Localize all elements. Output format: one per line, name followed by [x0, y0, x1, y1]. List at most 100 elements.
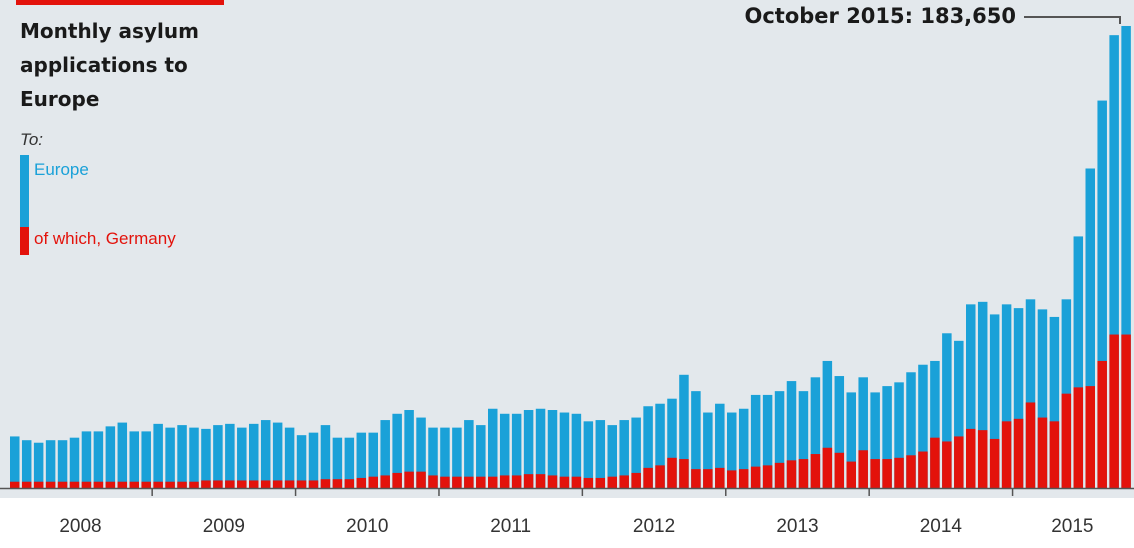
bar-germany-2014-04 — [906, 455, 916, 488]
bar-europe-2010-07 — [368, 432, 378, 488]
bars-group — [10, 25, 1131, 489]
x-label-2008: 2008 — [59, 516, 101, 537]
bar-germany-2014-08 — [954, 436, 964, 488]
x-label-2015: 2015 — [1051, 516, 1093, 537]
bar-europe-2009-06 — [213, 425, 223, 488]
bar-germany-2009-03 — [177, 481, 187, 488]
bar-europe-2015-06 — [1073, 236, 1084, 488]
bar-europe-2011-06 — [499, 413, 510, 488]
x-axis-ticks — [151, 488, 1014, 496]
legend-swatch-europe — [20, 155, 29, 227]
bar-europe-2010-01 — [296, 435, 307, 488]
bar-europe-2008-03 — [33, 442, 44, 488]
bar-germany-2015-02 — [1025, 402, 1036, 488]
bar-germany-2011-09 — [535, 474, 546, 488]
bar-germany-2012-03 — [607, 476, 617, 488]
bar-germany-2010-02 — [308, 480, 319, 488]
bar-europe-2015-09 — [1109, 35, 1119, 488]
bar-europe-2014-03 — [894, 382, 904, 488]
bar-germany-2014-09 — [966, 428, 976, 488]
bar-germany-2013-11 — [846, 461, 856, 488]
bar-europe-2011-07 — [511, 413, 522, 488]
bar-germany-2011-10 — [547, 475, 558, 488]
bar-germany-2008-01 — [10, 481, 20, 488]
bar-germany-2009-10 — [260, 480, 271, 488]
bar-europe-2015-02 — [1025, 299, 1036, 488]
bar-europe-2011-05 — [488, 408, 498, 488]
bar-europe-2009-07 — [225, 423, 235, 488]
bar-europe-2009-11 — [272, 422, 283, 488]
bar-europe-2010-12 — [428, 427, 438, 488]
bar-europe-2012-08 — [667, 398, 677, 488]
title-line-3: Europe — [20, 87, 100, 111]
bar-europe-2009-09 — [249, 423, 259, 488]
bar-europe-2011-11 — [559, 412, 570, 488]
bar-europe-2013-11 — [846, 392, 856, 488]
bar-germany-2010-09 — [392, 472, 402, 488]
bar-germany-2012-04 — [619, 475, 629, 488]
bar-germany-2011-11 — [559, 476, 570, 488]
bar-europe-2013-09 — [822, 360, 833, 488]
bar-germany-2012-11 — [703, 469, 713, 488]
x-axis-labels: 2008 2009 2010 2011 2012 2013 2014 2015 — [59, 516, 1093, 537]
bar-europe-2014-02 — [882, 386, 892, 488]
bar-germany-2008-06 — [69, 481, 80, 488]
bar-germany-2015-01 — [1013, 418, 1024, 488]
bar-germany-2014-07 — [942, 441, 952, 488]
bar-germany-2015-06 — [1073, 387, 1084, 488]
bar-germany-2011-04 — [476, 476, 486, 488]
bar-germany-2008-09 — [105, 481, 116, 488]
bar-germany-2014-03 — [894, 457, 904, 488]
bar-europe-2014-11 — [989, 314, 1000, 488]
bar-germany-2008-12 — [141, 481, 151, 488]
bar-germany-2014-05 — [918, 451, 928, 488]
bar-germany-2014-01 — [870, 459, 880, 488]
bar-germany-2008-07 — [81, 481, 92, 488]
bar-europe-2011-02 — [452, 427, 462, 488]
bar-germany-2009-07 — [225, 480, 235, 488]
bar-germany-2010-11 — [416, 471, 426, 488]
bar-europe-2010-11 — [416, 417, 426, 488]
bar-germany-2011-05 — [488, 476, 498, 488]
bar-europe-2012-05 — [631, 417, 641, 488]
bar-europe-2009-02 — [165, 427, 175, 488]
bar-germany-2013-06 — [786, 460, 797, 488]
bar-europe-2013-06 — [786, 381, 797, 488]
bar-europe-2009-04 — [189, 427, 199, 488]
accent-rule — [16, 0, 224, 5]
bar-europe-2010-08 — [380, 420, 390, 488]
bar-germany-2013-10 — [834, 452, 845, 488]
bar-europe-2015-04 — [1049, 316, 1060, 488]
bar-europe-2009-01 — [153, 423, 163, 488]
bar-germany-2015-07 — [1085, 386, 1095, 488]
x-label-2012: 2012 — [633, 516, 675, 537]
bar-germany-2011-12 — [571, 476, 582, 488]
x-label-2010: 2010 — [346, 516, 388, 537]
annotation-leader-line — [1024, 16, 1120, 18]
bar-europe-2012-03 — [607, 425, 617, 488]
bar-germany-2015-09 — [1109, 334, 1119, 488]
bar-europe-2012-04 — [619, 420, 629, 488]
bar-germany-2013-03 — [750, 466, 761, 488]
bar-germany-2015-03 — [1037, 417, 1048, 488]
bar-europe-2008-02 — [21, 440, 32, 488]
bar-europe-2015-10 — [1121, 25, 1131, 488]
bar-europe-2012-10 — [691, 391, 701, 488]
bar-europe-2013-02 — [738, 408, 749, 488]
bar-germany-2013-12 — [858, 450, 868, 488]
bar-europe-2014-10 — [977, 301, 988, 488]
bar-germany-2011-03 — [464, 476, 474, 488]
bar-europe-2009-03 — [177, 425, 187, 488]
bar-germany-2010-04 — [332, 479, 343, 488]
bar-germany-2010-05 — [344, 479, 355, 488]
bar-germany-2009-11 — [272, 480, 283, 488]
bar-germany-2011-02 — [452, 476, 462, 488]
bar-germany-2010-08 — [380, 475, 390, 488]
bar-europe-2010-02 — [308, 432, 319, 488]
chart-title: Monthly asylum applications to Europe — [20, 14, 250, 116]
bar-europe-2011-04 — [476, 425, 486, 488]
bar-germany-2009-06 — [213, 480, 223, 488]
bar-germany-2012-09 — [679, 459, 689, 488]
bar-germany-2010-07 — [368, 476, 378, 488]
